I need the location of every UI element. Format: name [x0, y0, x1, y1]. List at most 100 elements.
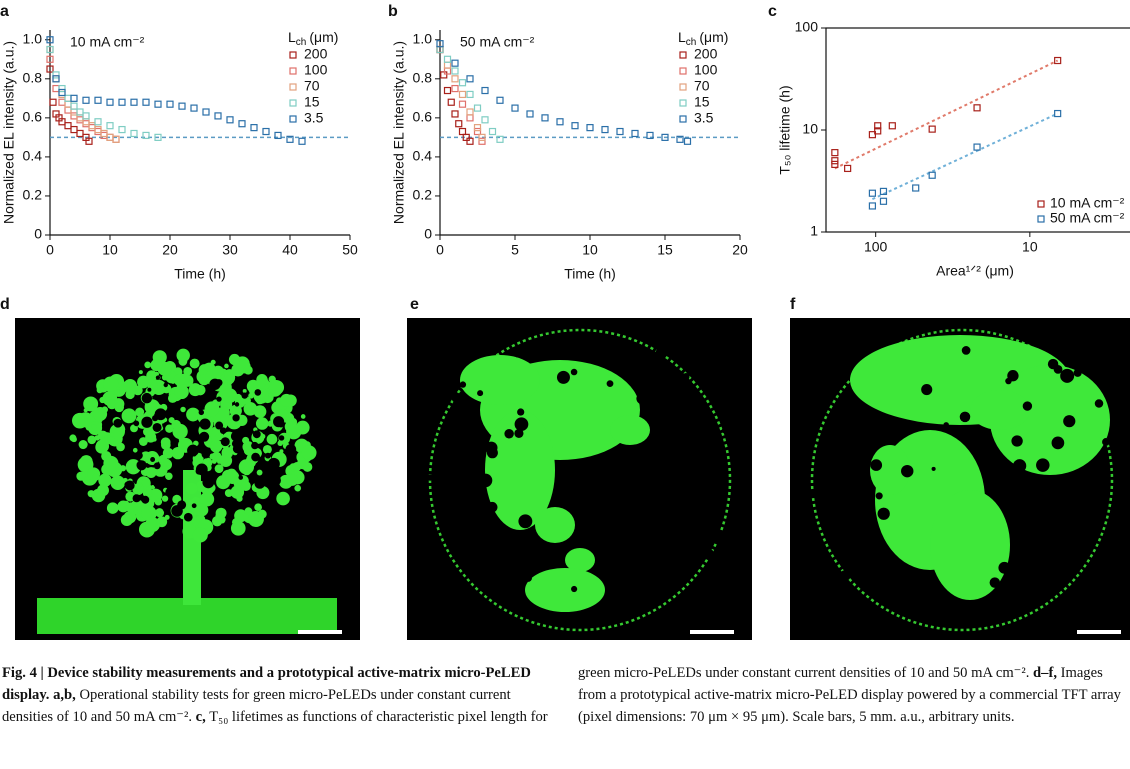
data-point — [82, 96, 90, 104]
y-tick-label: 1.0 — [413, 30, 433, 46]
foliage — [230, 485, 245, 499]
foliage — [243, 445, 254, 456]
data-point — [286, 135, 294, 143]
sea-gap — [478, 473, 493, 488]
data-point — [466, 108, 474, 116]
legend-marker — [679, 83, 687, 91]
data-point — [64, 94, 72, 102]
sea-gap — [486, 447, 498, 459]
sea-gap — [838, 334, 851, 348]
data-point — [100, 129, 108, 138]
data-point — [118, 125, 126, 134]
foliage — [193, 440, 199, 447]
land — [460, 355, 540, 405]
data-point — [466, 137, 474, 145]
sea-gap — [839, 498, 849, 509]
foliage — [193, 359, 199, 365]
sea-gap — [875, 492, 883, 500]
sea-gap — [491, 609, 500, 617]
gap — [141, 495, 150, 504]
data-point — [58, 98, 66, 106]
gap — [152, 415, 159, 422]
foliage — [155, 508, 165, 518]
sea-gap — [853, 499, 858, 505]
data-point — [451, 75, 459, 83]
data-point — [76, 129, 84, 138]
sea-gap — [1022, 401, 1033, 411]
sea-gap — [426, 474, 434, 481]
x-tick-label: 10 — [582, 242, 598, 258]
annotation: 50 mA cm⁻² — [460, 34, 535, 50]
data-point — [451, 67, 459, 75]
foliage — [76, 471, 86, 481]
panel-letter: f — [790, 296, 796, 313]
image-content — [37, 348, 337, 634]
image-content — [808, 328, 1114, 632]
legend-label: 200 — [694, 46, 718, 62]
sea-gap — [839, 570, 851, 582]
legend-marker — [1037, 200, 1045, 208]
sea-gap — [590, 348, 604, 361]
legend-label: 100 — [304, 62, 328, 78]
foliage — [229, 404, 242, 418]
foliage — [78, 440, 88, 450]
foliage — [242, 436, 250, 444]
sea-gap — [617, 573, 627, 583]
foliage — [276, 491, 290, 506]
land — [870, 445, 910, 495]
legend-marker — [289, 67, 297, 75]
legend-label: 200 — [304, 46, 328, 62]
sea-gap — [1007, 370, 1019, 382]
land — [970, 390, 1030, 430]
legend-label: 3.5 — [694, 110, 714, 126]
gap — [147, 387, 152, 392]
y-tick-label: 100 — [795, 19, 819, 35]
foliage — [240, 481, 251, 492]
foliage — [120, 514, 133, 527]
gap — [133, 420, 140, 427]
sea-gap — [1036, 458, 1050, 472]
foliage — [256, 374, 268, 386]
sea-gap — [513, 350, 521, 358]
foliage — [77, 456, 94, 473]
y-tick-label: 0.8 — [23, 70, 43, 86]
x-tick-label: 0 — [46, 242, 54, 258]
x-tick-label: 0 — [436, 242, 444, 258]
foliage — [215, 513, 221, 519]
data-point — [443, 55, 452, 63]
foliage — [119, 465, 127, 472]
sea-gap — [998, 561, 1011, 574]
sea-gap — [901, 464, 914, 478]
sea-gap — [679, 503, 689, 513]
caption-text: Fig. 4 | Device stability measurements a… — [2, 665, 531, 703]
sea-gap — [870, 533, 881, 545]
y-tick-label: 0.2 — [23, 187, 43, 203]
data-point — [46, 45, 54, 54]
x-axis-label: Area¹ᐟ² (μm) — [936, 263, 1014, 279]
gap — [150, 457, 156, 462]
sea-gap — [1047, 358, 1059, 370]
gap — [191, 452, 197, 457]
data-point — [88, 122, 96, 130]
data-point — [912, 184, 920, 192]
sea-gap — [858, 578, 870, 590]
foliage — [87, 435, 97, 445]
data-point — [455, 120, 463, 128]
gap — [267, 457, 280, 470]
sea-gap — [1051, 436, 1065, 450]
sea-gap — [571, 585, 578, 593]
fit-line — [871, 112, 1059, 201]
data-point — [70, 94, 78, 102]
gap — [202, 476, 215, 489]
data-point — [70, 102, 78, 110]
data-point — [94, 125, 102, 134]
sea-gap — [808, 489, 818, 499]
y-tick-label: 0.8 — [413, 70, 433, 86]
data-point — [571, 122, 579, 130]
legend-marker — [289, 83, 297, 91]
sea-gap — [483, 546, 489, 553]
x-tick-label: 15 — [657, 242, 673, 258]
foliage — [257, 509, 267, 519]
data-point — [76, 116, 84, 124]
foliage — [92, 473, 100, 481]
